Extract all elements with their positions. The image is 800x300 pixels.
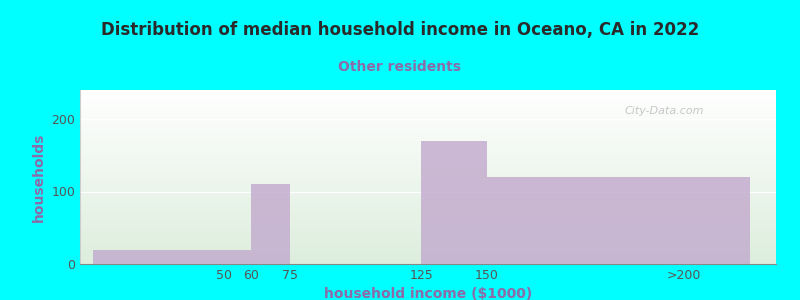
Text: Other residents: Other residents [338, 60, 462, 74]
Bar [422, 141, 487, 264]
Y-axis label: households: households [32, 132, 46, 222]
Bar [487, 177, 750, 264]
Bar [93, 250, 250, 264]
Text: Distribution of median household income in Oceano, CA in 2022: Distribution of median household income … [101, 21, 699, 39]
X-axis label: household income ($1000): household income ($1000) [324, 287, 532, 300]
Text: City-Data.com: City-Data.com [625, 106, 704, 116]
Bar [250, 184, 290, 264]
